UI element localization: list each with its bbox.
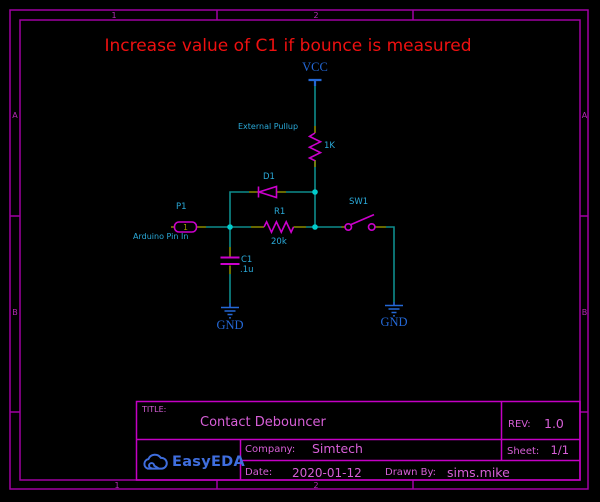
resistor-r1-symbol [263,219,295,235]
resistor-ref[interactable]: R1 [274,206,286,217]
title-value[interactable]: Contact Debouncer [200,414,326,430]
net-label-gnd-right[interactable]: GND [380,314,408,329]
pullup-resistor-symbol [307,132,323,162]
wire-junctions[interactable] [227,189,318,230]
vcc-symbol[interactable] [308,78,322,86]
resistor-value[interactable]: 20k [271,236,287,247]
frame-row-b-left: B [12,307,18,317]
frame-row-a-left: A [12,110,18,120]
frame-row-b-right: B [581,307,588,317]
pullup-value[interactable]: 1K [324,141,335,151]
diode-d1-symbol [256,185,278,199]
pullup-note[interactable]: External Pullup [238,121,299,131]
connector-note[interactable]: Arduino Pin In [133,231,189,241]
frame-row-a-right: A [581,110,588,120]
frame-col-1-bottom: 1 [114,480,120,490]
gnd-symbol-right[interactable] [385,302,403,317]
date-value[interactable]: 2020-01-12 [292,465,362,480]
sheet-value[interactable]: 1/1 [550,443,570,457]
diode-ref[interactable]: D1 [263,171,275,182]
drawn-by-label: Drawn By: [385,467,437,478]
annotation-text[interactable]: Increase value of C1 if bounce is measur… [104,36,472,56]
wire-switch-to-gnd [386,226,395,302]
component-pins[interactable] [171,126,386,274]
frame-col-2-top: 2 [313,10,319,20]
connector-pin-number: 1 [183,222,188,232]
company-value[interactable]: Simtech [312,440,363,456]
company-label: Company: [245,443,296,455]
capacitor-value[interactable]: .1u [240,264,254,275]
easyeda-logo: EasyEDA [141,448,245,476]
date-label: Date: [245,467,273,478]
wires[interactable] [206,86,395,303]
wire-diode-row [229,191,315,227]
capacitor-ref[interactable]: C1 [241,254,253,265]
switch-ref[interactable]: SW1 [349,196,369,207]
connector-ref[interactable]: P1 [176,201,187,212]
rev-value[interactable]: 1.0 [544,415,564,431]
capacitor-c1-symbol [220,256,240,265]
net-label-vcc[interactable]: VCC [302,59,328,74]
frame-col-2-bottom: 2 [313,480,319,490]
title-block-grid [135,400,581,481]
frame-col-1-top: 1 [111,10,117,20]
gnd-symbol-left[interactable] [221,303,239,319]
switch-sw1-symbol [344,213,376,232]
net-label-gnd-left[interactable]: GND [216,317,244,332]
easyeda-cloud-icon [143,453,168,470]
rev-label: REV: [508,419,531,430]
sheet-label: Sheet: [507,445,540,457]
title-label: TITLE: [142,405,167,414]
easyeda-logo-text: EasyEDA [172,454,246,470]
drawn-by-value[interactable]: sims.mike [447,464,510,480]
connector-p1-symbol [173,221,198,233]
